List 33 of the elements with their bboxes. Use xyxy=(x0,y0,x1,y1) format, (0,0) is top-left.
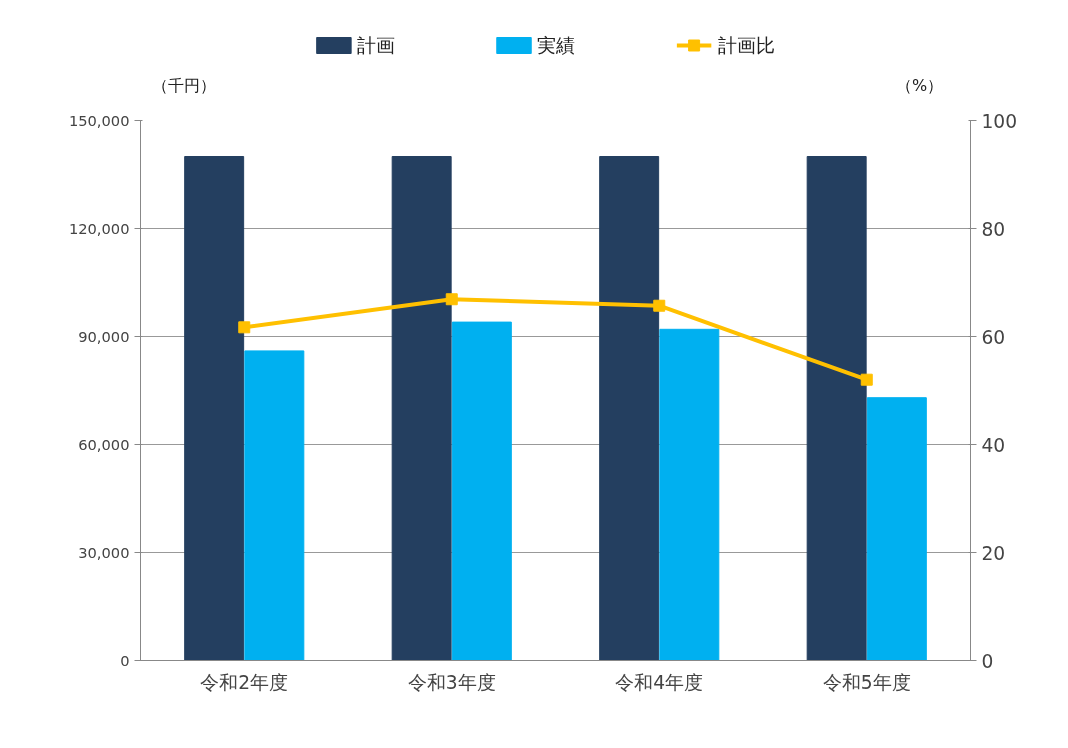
text: （%） xyxy=(896,76,944,95)
y-tick-label: 150,000 xyxy=(68,111,130,129)
y2-tick-label: 0 xyxy=(981,650,994,672)
bar xyxy=(244,350,305,661)
text: （千円） xyxy=(152,76,217,95)
bar xyxy=(866,397,927,661)
legend-label: 計画比 xyxy=(717,35,775,56)
x-tick-label: 令和4年度 xyxy=(615,671,704,693)
x-tick-label: 令和2年度 xyxy=(200,671,289,693)
y-tick-label: 120,000 xyxy=(68,219,130,237)
bar xyxy=(451,321,512,661)
bar xyxy=(184,156,245,661)
bar xyxy=(391,156,452,661)
y-tick-label: 0 xyxy=(120,651,130,669)
bar xyxy=(659,328,720,661)
y2-tick-label: 60 xyxy=(981,326,1006,348)
bar xyxy=(599,156,660,661)
x-tick-label: 令和5年度 xyxy=(822,671,911,693)
y2-tick-label: 100 xyxy=(981,110,1018,132)
y-tick-label: 30,000 xyxy=(78,543,130,561)
y-tick-label: 90,000 xyxy=(78,327,130,345)
y2-tick-label: 20 xyxy=(981,542,1006,564)
y-tick-label: 60,000 xyxy=(78,435,130,453)
y2-tick-label: 80 xyxy=(981,218,1006,240)
point xyxy=(238,321,251,334)
legend-label: 実績 xyxy=(537,35,576,56)
point xyxy=(653,299,666,312)
legend-label: 計画 xyxy=(357,35,396,56)
x-tick-label: 令和3年度 xyxy=(407,671,496,693)
bar xyxy=(806,156,867,661)
y2-tick-label: 40 xyxy=(981,434,1006,456)
point xyxy=(445,293,458,306)
point xyxy=(860,373,873,386)
